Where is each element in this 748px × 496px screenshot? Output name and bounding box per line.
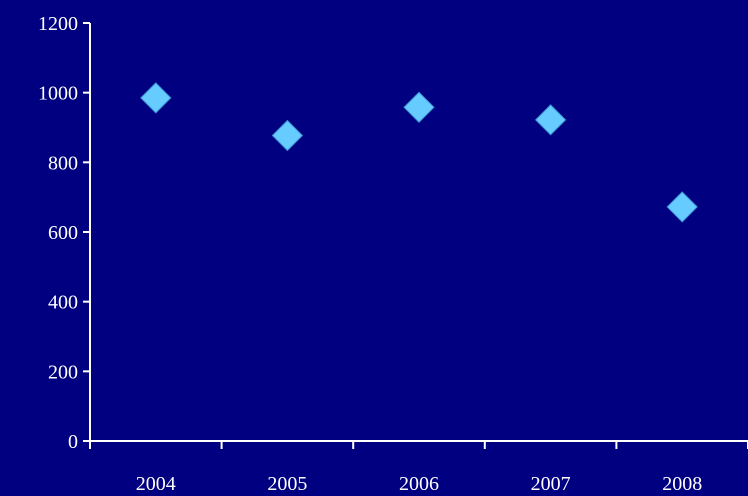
x-tick-label: 2004 [136,473,176,495]
y-tick-label: 200 [48,361,78,383]
data-point-marker [534,104,567,136]
data-point-marker [140,82,172,114]
y-tick-label: 800 [48,152,78,174]
data-point-marker [666,191,698,223]
data-point-marker [403,91,435,124]
data-point-marker [271,119,304,152]
y-tick-label: 400 [48,292,78,314]
y-tick-label: 1000 [38,83,78,105]
y-tick-label: 0 [68,431,78,453]
x-tick-label: 2006 [399,473,439,495]
y-tick-label: 600 [48,222,78,244]
x-tick-label: 2008 [662,473,702,495]
x-tick-label: 2007 [531,473,571,495]
x-tick-label: 2005 [267,473,307,495]
y-tick-label: 1200 [38,13,78,35]
